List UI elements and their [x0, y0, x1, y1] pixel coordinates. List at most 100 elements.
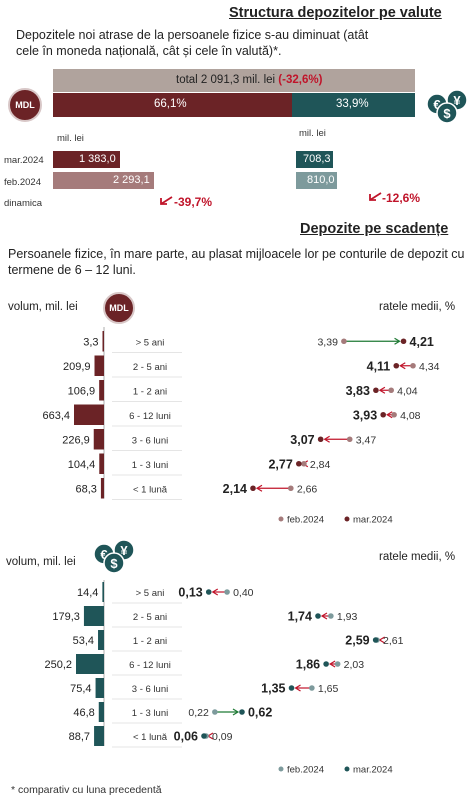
category-label: < 1 lună [133, 732, 168, 743]
rate-label-mar: 2,14 [223, 482, 247, 496]
rate-label-mar: 3,83 [346, 384, 370, 398]
mdl-change-arrow-icon [160, 196, 173, 205]
fx-value-feb: 810,0 [307, 174, 335, 186]
total-label: total 2 091,3 mil. lei (-32,6%) [176, 74, 322, 86]
rate-point-feb [212, 709, 218, 715]
total-text: total 2 091,3 mil. lei [176, 74, 276, 86]
rate-label-mar: 0,06 [174, 730, 198, 744]
rate-point-mar [400, 338, 407, 345]
rate-label-mar: 0,62 [248, 706, 272, 720]
mdl-value-feb: 2 293,1 [113, 174, 150, 186]
volume-label: 68,3 [75, 483, 96, 495]
footnote: * comparativ cu luna precedentă [11, 784, 162, 796]
volume-bar [74, 404, 104, 425]
volume-label: 179,3 [52, 611, 80, 623]
volume-bar [99, 453, 104, 474]
rate-label-feb: 3,39 [317, 336, 338, 348]
legend-feb-label: feb.2024 [287, 765, 324, 776]
category-label: 2 - 5 ani [133, 362, 167, 373]
mdl-change: -39,7% [174, 195, 213, 209]
rate-label-feb: 3,47 [356, 434, 377, 446]
rate-point-feb [301, 460, 307, 467]
rate-label-feb: 1,93 [337, 611, 358, 623]
volume-label: 14,4 [77, 587, 98, 599]
category-label: > 5 ani [136, 588, 165, 599]
fx-maturity-chart: 14,4 > 5 ani 0,13 0,40 179,3 2 - 5 ani 1,74 1,9… [44, 580, 404, 776]
svg-text:¥: ¥ [453, 93, 461, 108]
rate-arrowhead [232, 708, 240, 716]
volume-label: 663,4 [42, 410, 70, 422]
volume-bar [76, 654, 104, 674]
category-label: < 1 lună [133, 484, 168, 495]
volume-bar [98, 702, 104, 722]
row-label-dinamica: dinamica [4, 198, 43, 209]
volume-bar [95, 678, 104, 698]
fx-bar-feb [296, 172, 337, 189]
rate-point-mar [315, 613, 321, 619]
volume-label: 104,4 [68, 459, 96, 471]
rate-label-feb: 2,84 [310, 459, 331, 471]
volume-label: 209,9 [63, 361, 91, 373]
volume-label: 3,3 [83, 336, 98, 348]
rate-label-mar: 1,86 [296, 658, 320, 672]
volume-bar [100, 478, 104, 499]
volume-bar [102, 582, 104, 602]
mdl-badge2-text: MDL [109, 303, 129, 313]
rate-label-feb: 4,34 [419, 361, 440, 373]
category-label: 3 - 6 luni [132, 684, 168, 695]
unit-right: mil. lei [299, 128, 326, 139]
rate-point-mar [372, 637, 379, 643]
rate-label-mar: 2,59 [345, 634, 369, 648]
mdl-maturity-chart: 3,3 > 5 ani 4,21 3,39 209,9 2 - 5 ani 4,11 4,34… [42, 327, 440, 526]
rate-label-feb: 0,09 [212, 731, 233, 743]
rate-label-feb: 2,03 [344, 659, 365, 671]
currency-coins-icon: € ¥ $ [426, 89, 468, 124]
category-label: 2 - 5 ani [133, 612, 167, 623]
rate-label-feb: 2,61 [383, 635, 404, 647]
volume-bar [93, 429, 104, 450]
mdl-rates-label: ratele medii, % [379, 301, 456, 313]
legend-feb-marker [278, 516, 284, 522]
fx-value-mar: 708,3 [303, 153, 331, 165]
rate-arrowhead [211, 588, 219, 596]
rate-label-mar: 2,77 [268, 457, 292, 471]
rate-point-feb [334, 661, 341, 667]
legend-feb-label: feb.2024 [287, 515, 324, 526]
mdl-value-mar: 1 383,0 [79, 153, 116, 165]
rate-label-feb: 0,40 [233, 587, 254, 599]
rate-label-feb: 4,04 [397, 385, 418, 397]
legend-mar-marker [344, 766, 350, 772]
rate-label-feb: 2,66 [297, 483, 318, 495]
rate-point-feb [309, 685, 315, 691]
mdl-bar-mar [53, 151, 120, 168]
rate-point-mar [296, 460, 302, 467]
legend-mar-label: mar.2024 [353, 765, 393, 776]
rate-point-mar [317, 436, 324, 443]
rate-point-feb [224, 589, 230, 595]
rate-point-feb [410, 362, 416, 369]
category-label: 1 - 3 luni [132, 460, 168, 471]
volume-bar [98, 630, 104, 650]
mdl-badge-icon: MDL [8, 88, 42, 122]
total-change: (-32,6%) [278, 74, 323, 86]
legend-mar-label: mar.2024 [353, 515, 393, 526]
rate-point-mar [380, 411, 386, 418]
rate-point-feb [346, 436, 353, 443]
rate-arrowhead [328, 660, 336, 668]
rate-point-mar [250, 485, 256, 492]
volume-label: 226,9 [62, 434, 90, 446]
share-bar-mdl [53, 93, 292, 117]
rate-point-feb [328, 613, 334, 619]
fx-bar-mar [296, 151, 333, 168]
rate-arrowhead [386, 411, 393, 419]
rate-label-mar: 3,07 [290, 433, 314, 447]
rate-label-mar: 3,93 [353, 408, 377, 422]
section1-title: Structura depozitelor pe valute [229, 5, 442, 21]
rate-arrowhead [378, 386, 386, 394]
legend-feb-marker [278, 766, 284, 772]
row-label-feb: feb.2024 [4, 177, 41, 188]
category-label: 1 - 3 luni [132, 708, 168, 719]
row-label-mar: mar.2024 [4, 155, 44, 166]
volume-bar [102, 331, 104, 352]
rate-arrowhead [255, 484, 263, 492]
